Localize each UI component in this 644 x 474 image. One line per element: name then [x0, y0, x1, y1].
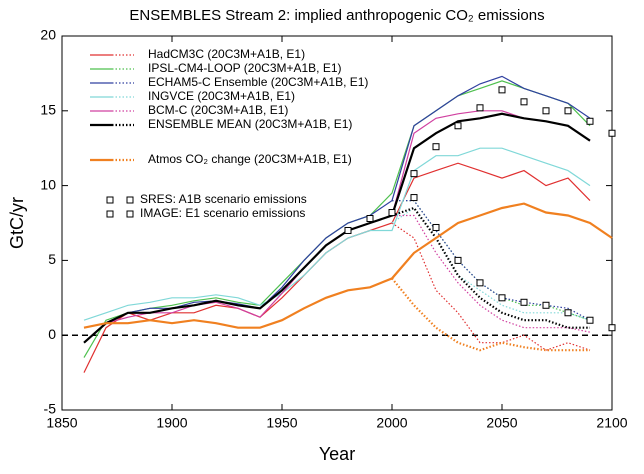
scenario-marker — [564, 107, 572, 115]
x-tick-label: 2100 — [596, 415, 627, 431]
legend-swatch — [126, 196, 134, 204]
scenario-marker — [564, 309, 572, 317]
scenario-marker — [388, 209, 396, 217]
plot-frame — [61, 35, 613, 411]
scenario-marker — [454, 122, 462, 130]
y-tick-label: 5 — [48, 251, 56, 267]
a1b-line — [83, 112, 591, 344]
scenario-marker — [366, 215, 374, 223]
scenario-marker — [432, 143, 440, 151]
y-tick-label: 0 — [48, 326, 56, 342]
scenario-marker — [608, 129, 616, 137]
legend-label: BCM-C (20C3M+A1B, E1) — [148, 103, 288, 117]
y-tick-label: 20 — [40, 27, 56, 43]
scenario-marker — [432, 223, 440, 231]
chart-title: ENSEMBLES Stream 2: implied anthropogeni… — [129, 7, 544, 24]
scenario-marker — [498, 86, 506, 94]
e1-line — [391, 207, 591, 321]
e1-line — [392, 200, 591, 321]
x-tick-label: 1900 — [156, 415, 187, 431]
legend-label: ECHAM5-C Ensemble (20C3M+A1B, E1) — [148, 75, 368, 89]
e1-line — [391, 277, 590, 352]
scenario-marker — [476, 104, 484, 112]
legend-label: IMAGE: E1 scenario emissions — [140, 206, 305, 220]
y-axis-label: GtC/yr — [7, 197, 27, 249]
scenario-marker — [344, 226, 352, 234]
x-axis-label: Year — [319, 444, 355, 464]
scenario-marker — [520, 298, 528, 306]
legend-label: ENSEMBLE MEAN (20C3M+A1B, E1) — [148, 117, 352, 131]
scenario-marker — [542, 301, 550, 309]
e1-line — [392, 214, 591, 333]
x-tick-label: 1850 — [46, 415, 77, 431]
legend-swatch — [106, 196, 114, 204]
scenario-marker — [542, 107, 550, 115]
legend-label: INGVCE (20C3M+A1B, E1) — [148, 89, 295, 103]
scenario-marker — [454, 256, 462, 264]
scenario-marker — [410, 170, 418, 178]
x-tick-label: 2050 — [486, 415, 517, 431]
y-tick-label: 10 — [40, 176, 56, 192]
scenario-marker — [586, 316, 594, 324]
a1b-line — [83, 202, 613, 329]
e1-line — [391, 222, 591, 351]
scenario-marker — [586, 117, 594, 125]
scenario-marker — [520, 98, 528, 106]
legend-swatch — [126, 210, 134, 218]
legend-label: IPSL-CM4-LOOP (20C3M+A1B, E1) — [148, 61, 342, 75]
y-tick-label: -5 — [44, 401, 57, 417]
scenario-marker — [498, 294, 506, 302]
scenario-marker — [410, 194, 418, 202]
legend-label: Atmos CO₂ change (20C3M+A1B, E1) — [148, 152, 352, 166]
legend-swatch — [106, 210, 114, 218]
legend-label: HadCM3C (20C3M+A1B, E1) — [148, 47, 305, 61]
legend-label: SRES: A1B scenario emissions — [140, 192, 307, 206]
scenario-marker — [476, 279, 484, 287]
x-tick-label: 2000 — [376, 415, 407, 431]
x-tick-label: 1950 — [266, 415, 297, 431]
y-tick-label: 15 — [40, 102, 56, 118]
a1b-line — [83, 147, 591, 321]
scenario-marker — [608, 324, 616, 332]
